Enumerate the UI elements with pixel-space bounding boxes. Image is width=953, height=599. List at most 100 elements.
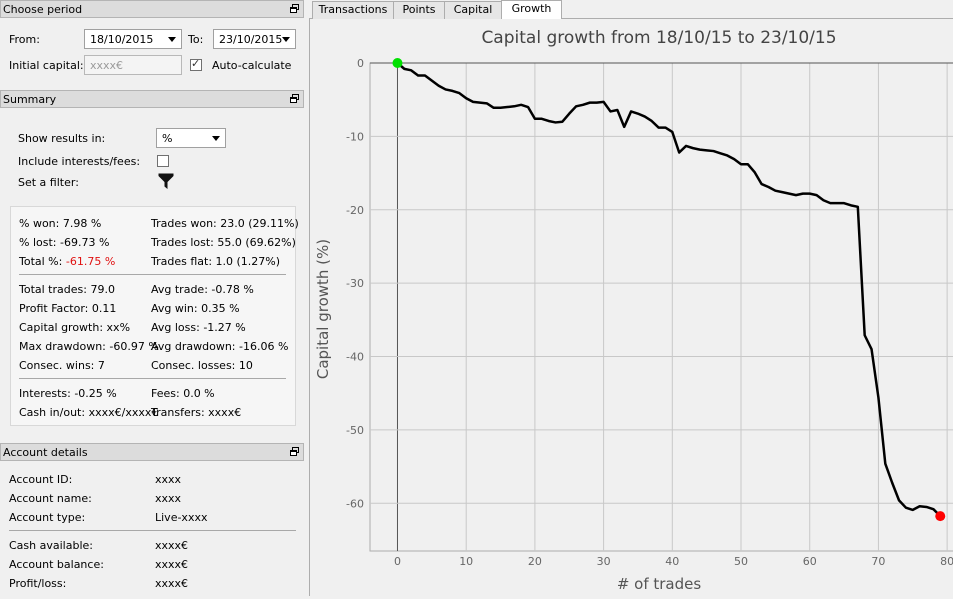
cash-available-value: xxxx€ <box>155 539 189 552</box>
chevron-down-icon <box>282 37 290 42</box>
summary-stats-box: % won: 7.98 % Trades won: 23.0 (29.11%) … <box>10 206 299 426</box>
x-tick-label: 0 <box>394 555 401 568</box>
consec-wins: Consec. wins: 7 <box>19 359 105 372</box>
checkmark-icon: ✓ <box>191 57 201 70</box>
account-balance-value: xxxx€ <box>155 558 189 571</box>
account-name-value: xxxx <box>155 492 182 505</box>
from-date-value: 18/10/2015 <box>90 33 154 46</box>
to-date-value: 23/10/2015 <box>219 33 283 46</box>
growth-chart: Capital growth from 18/10/15 to 23/10/15… <box>314 28 953 593</box>
transfers: Transfers: xxxx€ <box>151 406 242 419</box>
trades-flat: Trades flat: 1.0 (1.27%) <box>151 255 281 268</box>
y-tick-label: -10 <box>346 130 364 143</box>
summary-header: Summary <box>0 90 304 108</box>
account-type-value: Live-xxxx <box>155 511 208 524</box>
y-tick-label: 0 <box>357 57 364 70</box>
divider <box>19 378 286 379</box>
total-pct-label: Total %: <box>19 255 63 268</box>
avg-drawdown: Avg drawdown: -16.06 % <box>151 340 289 353</box>
cash-available-label: Cash available: <box>9 539 93 552</box>
avg-loss: Avg loss: -1.27 % <box>151 321 246 334</box>
chart-ticks: 0 10 20 30 40 50 60 70 80 0 -10 -20 -30 -40 -50 -60 <box>346 57 953 568</box>
y-tick-label: -20 <box>346 204 364 217</box>
include-interests-label: Include interests/fees: <box>18 155 141 168</box>
x-tick-label: 10 <box>459 555 473 568</box>
to-date-picker[interactable]: 23/10/2015 <box>213 29 296 49</box>
chevron-down-icon <box>212 136 220 141</box>
total-pct: Total %: -61.75 % <box>19 255 115 268</box>
x-tick-label: 70 <box>871 555 885 568</box>
initial-capital-label: Initial capital: <box>9 59 84 72</box>
tab-transactions[interactable]: Transactions <box>312 1 394 19</box>
account-details-header: Account details <box>0 443 304 461</box>
right-panel: Transactions Points Capital Growth Capit… <box>309 0 953 596</box>
initial-capital-placeholder: xxxx€ <box>90 59 124 72</box>
from-date-picker[interactable]: 18/10/2015 <box>84 29 182 49</box>
x-tick-label: 40 <box>665 555 679 568</box>
fees: Fees: 0.0 % <box>151 387 215 400</box>
chevron-down-icon <box>168 37 176 42</box>
y-tick-label: -30 <box>346 277 364 290</box>
tab-points[interactable]: Points <box>393 1 445 19</box>
choose-period-header: Choose period <box>0 0 304 18</box>
show-results-label: Show results in: <box>18 132 106 145</box>
x-axis-label: # of trades <box>617 575 702 593</box>
growth-chart-area: Capital growth from 18/10/15 to 23/10/15… <box>309 19 953 596</box>
tab-growth[interactable]: Growth <box>501 0 562 20</box>
tab-bar: Transactions Points Capital Growth <box>309 0 953 20</box>
y-tick-label: -60 <box>346 497 364 510</box>
cash-in-out: Cash in/out: xxxx€/xxxx€ <box>19 406 159 419</box>
float-panel-icon[interactable] <box>290 4 299 13</box>
max-drawdown: Max drawdown: -60.97 % <box>19 340 159 353</box>
consec-losses: Consec. losses: 10 <box>151 359 253 372</box>
show-results-select[interactable]: % <box>156 128 226 148</box>
summary-title: Summary <box>3 93 57 106</box>
auto-calculate-label: Auto-calculate <box>212 59 292 72</box>
avg-trade: Avg trade: -0.78 % <box>151 283 254 296</box>
lost-pct: % lost: -69.73 % <box>19 236 110 249</box>
total-trades: Total trades: 79.0 <box>19 283 115 296</box>
account-name-label: Account name: <box>9 492 92 505</box>
include-interests-checkbox[interactable] <box>157 155 169 167</box>
x-tick-label: 60 <box>803 555 817 568</box>
filter-icon[interactable] <box>158 173 174 190</box>
x-tick-label: 30 <box>597 555 611 568</box>
y-tick-label: -40 <box>346 351 364 364</box>
x-tick-label: 80 <box>940 555 953 568</box>
left-panel: Choose period From: 18/10/2015 To: 23/10… <box>0 0 307 596</box>
chart-grid <box>370 62 953 551</box>
auto-calculate-checkbox[interactable]: ✓ <box>190 57 202 71</box>
account-type-label: Account type: <box>9 511 86 524</box>
avg-win: Avg win: 0.35 % <box>151 302 240 315</box>
choose-period-title: Choose period <box>3 3 83 16</box>
account-id-value: xxxx <box>155 473 182 486</box>
set-filter-label: Set a filter: <box>18 176 79 189</box>
tab-capital[interactable]: Capital <box>444 1 502 19</box>
divider <box>9 530 296 531</box>
x-tick-label: 20 <box>528 555 542 568</box>
interests: Interests: -0.25 % <box>19 387 117 400</box>
to-label: To: <box>188 33 204 46</box>
chart-title: Capital growth from 18/10/15 to 23/10/15 <box>481 28 836 48</box>
start-point-marker <box>392 58 403 68</box>
float-panel-icon[interactable] <box>290 447 299 456</box>
won-pct: % won: 7.98 % <box>19 217 102 230</box>
capital-growth: Capital growth: xx% <box>19 321 131 334</box>
total-pct-value: -61.75 % <box>65 255 116 268</box>
profit-loss-label: Profit/loss: <box>9 577 67 590</box>
profit-factor: Profit Factor: 0.11 <box>19 302 117 315</box>
y-tick-label: -50 <box>346 424 364 437</box>
trades-won: Trades won: 23.0 (29.11%) <box>151 217 299 230</box>
profit-loss-value: xxxx€ <box>155 577 189 590</box>
growth-series-line <box>396 62 942 518</box>
float-panel-icon[interactable] <box>290 94 299 103</box>
divider <box>19 274 286 275</box>
show-results-value: % <box>162 132 173 145</box>
y-axis-label: Capital growth (%) <box>314 239 332 379</box>
from-label: From: <box>9 33 40 46</box>
account-balance-label: Account balance: <box>9 558 104 571</box>
end-point-marker <box>935 511 946 522</box>
account-id-label: Account ID: <box>9 473 73 486</box>
initial-capital-input[interactable]: xxxx€ <box>84 55 182 75</box>
account-details-title: Account details <box>3 446 88 459</box>
